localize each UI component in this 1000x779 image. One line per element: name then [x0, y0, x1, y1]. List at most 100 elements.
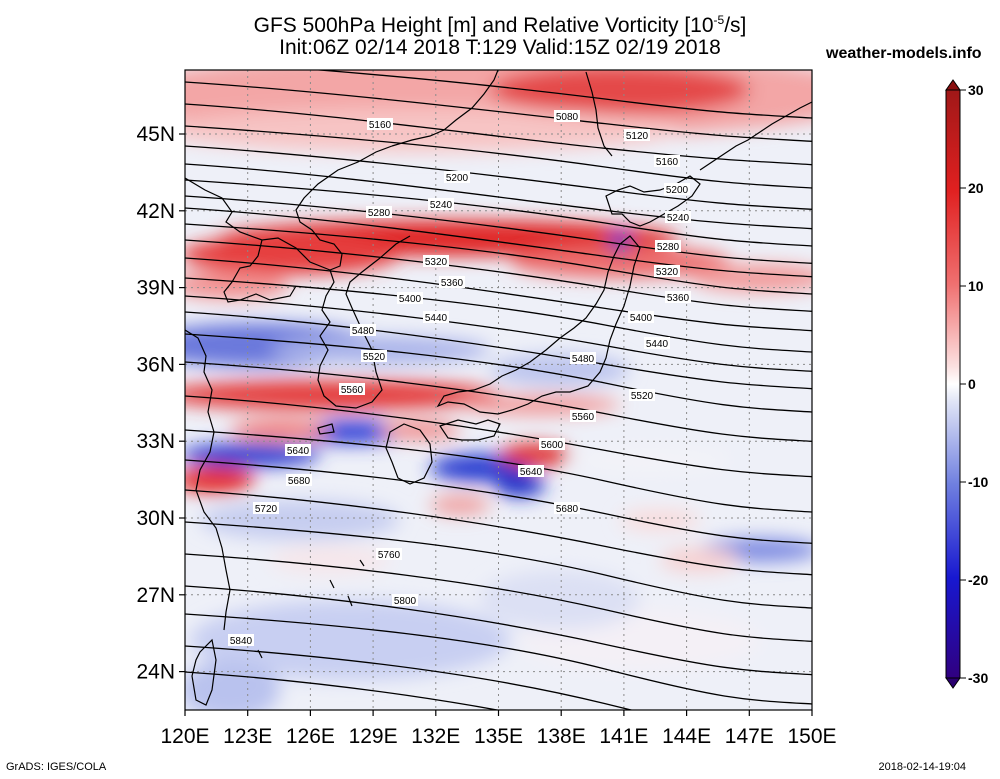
- height-contour: [185, 521, 812, 609]
- lon-tick-label: 138E: [537, 725, 586, 748]
- contour-label-bg: [629, 389, 655, 401]
- contour-label-bg: [655, 240, 681, 252]
- contour-label-bg: [539, 438, 565, 450]
- contour-label: 5160: [656, 157, 679, 168]
- height-contour: [185, 395, 812, 478]
- contour-label: 5760: [378, 550, 401, 561]
- lon-tick-label: 132E: [411, 725, 460, 748]
- contour-label-bg: [624, 129, 650, 141]
- height-contour: [185, 239, 812, 312]
- contour-label: 5640: [287, 446, 310, 457]
- height-contour: [185, 333, 812, 413]
- coastline-honshu: [436, 235, 641, 415]
- contour-label-bg: [423, 311, 449, 323]
- height-contour: [185, 145, 812, 210]
- contour-label: 5680: [556, 504, 579, 515]
- lon-tick-label: 123E: [223, 725, 272, 748]
- coastline-bohai: [223, 239, 297, 303]
- lat-tick-label: 27N: [136, 584, 175, 607]
- contour-label: 5640: [520, 467, 543, 478]
- contour-label: 5520: [363, 352, 386, 363]
- contour-label: 5320: [425, 257, 448, 268]
- contour-label-bg: [367, 118, 393, 130]
- coastline-taiwan: [191, 638, 217, 706]
- colorbar-tick-label: 20: [968, 180, 984, 196]
- height-contour: [185, 613, 812, 705]
- contour-label: 5680: [288, 476, 311, 487]
- height-contour: [185, 645, 634, 710]
- lon-tick-label: 126E: [286, 725, 335, 748]
- colorbar-tick-label: -30: [968, 670, 988, 686]
- contour-label: 5400: [399, 294, 422, 305]
- lat-tick-label: 39N: [136, 277, 175, 300]
- site-label: weather-models.info: [826, 45, 982, 62]
- contour-label-bg: [664, 183, 690, 195]
- lon-tick-label: 147E: [725, 725, 774, 748]
- contour-label: 5160: [369, 120, 392, 131]
- contour-label: 5240: [667, 213, 690, 224]
- contour-label-bg: [554, 110, 580, 122]
- chart-title-line1: GFS 500hPa Height [m] and Relative Vorti…: [253, 13, 747, 37]
- contour-label-bg: [554, 502, 580, 514]
- lon-tick-label: 129E: [349, 725, 398, 748]
- colorbar-tick-label: 0: [968, 376, 976, 392]
- height-contour: [185, 207, 812, 278]
- grads-credit: GrADS: IGES/COLA: [6, 761, 107, 773]
- coastline-korea: [317, 235, 411, 409]
- colorbar-gradient: [945, 89, 961, 679]
- timestamp: 2018-02-14-19:04: [878, 761, 966, 773]
- contour-label-bg: [361, 350, 387, 362]
- contour-labels: 5080 5120 5160 5160 5200 5200 5240 5240 5280 5280…: [228, 110, 691, 647]
- coastline-shikoku: [439, 419, 501, 441]
- lon-tick-label: 120E: [160, 725, 209, 748]
- lat-tick-label: 45N: [136, 123, 175, 146]
- coastline-kuril: [699, 101, 812, 171]
- contour-label: 5480: [352, 326, 375, 337]
- contour-label-bg: [392, 594, 418, 606]
- height-contour: [185, 553, 812, 642]
- contour-label: 5840: [230, 636, 253, 647]
- lat-tick-label: 24N: [136, 661, 175, 684]
- height-contour: [185, 257, 812, 332]
- contour-label: 5560: [341, 385, 364, 396]
- height-contour: [185, 295, 812, 372]
- vorticity-field: [185, 70, 812, 710]
- contour-label-bg: [228, 634, 254, 646]
- contour-label-bg: [444, 171, 470, 183]
- contour-label-bg: [253, 502, 279, 514]
- lon-tick-label: 144E: [662, 725, 711, 748]
- contour-label: 5080: [556, 112, 579, 123]
- height-contour: [185, 429, 812, 513]
- contour-label: 5720: [255, 504, 278, 515]
- contour-label-bg: [376, 548, 402, 560]
- height-contour: [185, 195, 812, 264]
- height-contour: [185, 125, 812, 189]
- height-contour: [311, 70, 812, 119]
- contour-label: 5320: [656, 267, 679, 278]
- contour-label: 5240: [430, 200, 453, 211]
- colorbar-tick-label: 30: [968, 82, 984, 98]
- height-contours: [185, 70, 812, 710]
- coastline-east-china: [185, 329, 231, 631]
- lat-tick-label: 36N: [136, 353, 175, 376]
- contour-label: 5360: [441, 278, 464, 289]
- contour-label-bg: [285, 444, 311, 456]
- contour-label: 5120: [626, 131, 649, 142]
- contour-label-bg: [654, 155, 680, 167]
- contour-label-bg: [570, 352, 596, 364]
- coastline-russia-far-east: [391, 70, 499, 147]
- coastline-hokkaido: [605, 175, 701, 227]
- contour-label-bg: [397, 292, 423, 304]
- contour-label-bg: [350, 324, 376, 336]
- lat-tick-label: 33N: [136, 430, 175, 453]
- contour-label-bg: [570, 410, 596, 422]
- lat-axis: 45N 42N 39N 36N 33N 30N 27N 24N: [136, 123, 185, 684]
- coastline-kyushu: [385, 423, 433, 485]
- coastline-china: [185, 145, 393, 271]
- contour-label: 5560: [572, 412, 595, 423]
- lon-axis: 120E 123E 126E 129E 132E 135E 138E 141E 144E 147E…: [160, 710, 837, 748]
- height-contour: [185, 311, 812, 390]
- height-contour: [185, 163, 812, 230]
- contour-label: 5600: [541, 440, 564, 451]
